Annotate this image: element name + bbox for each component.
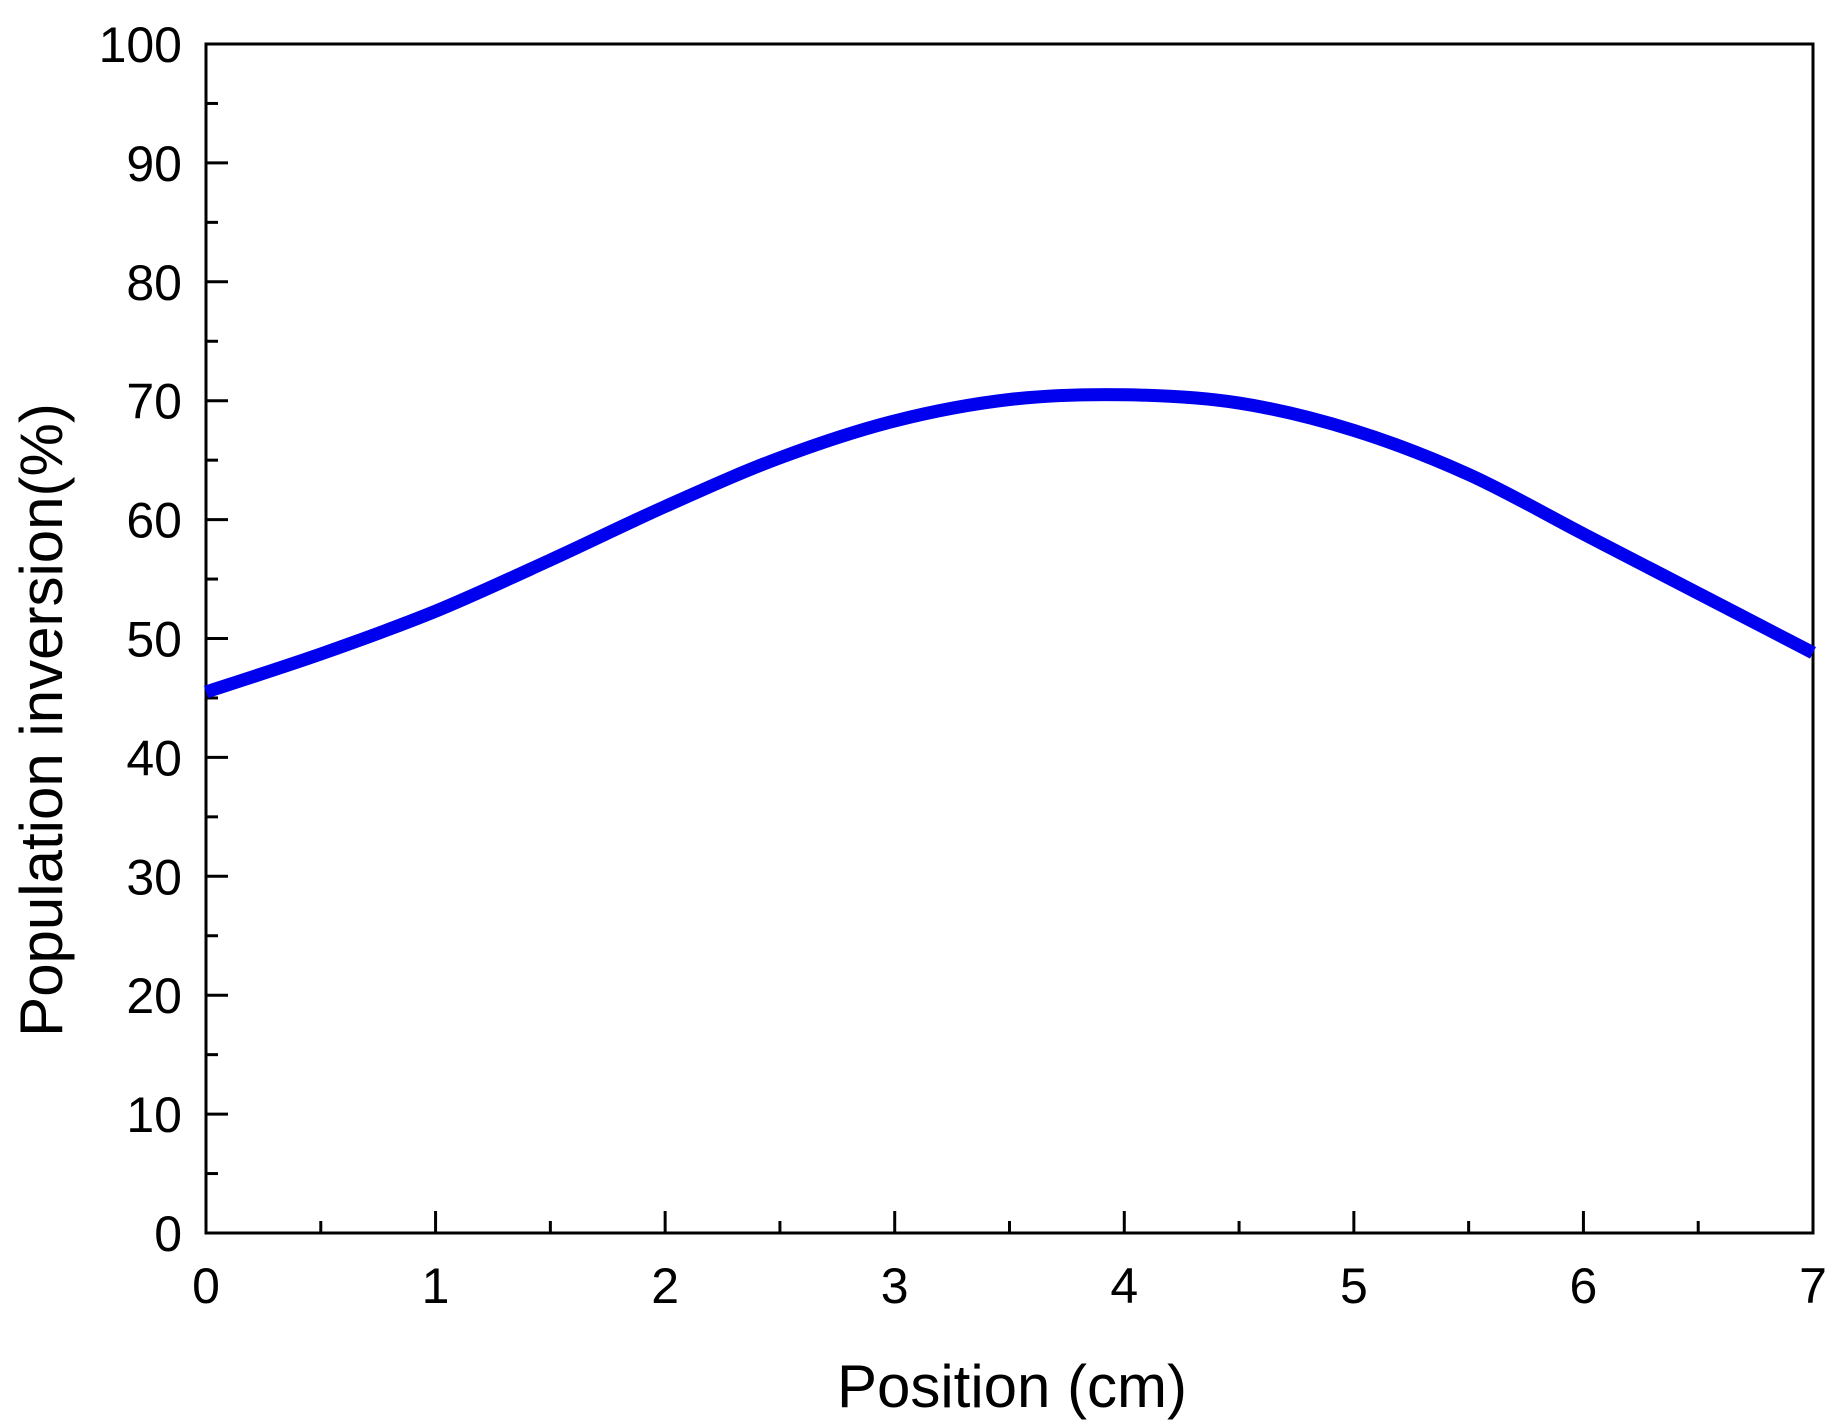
x-tick-label: 6	[1570, 1258, 1598, 1314]
y-tick-label: 0	[154, 1206, 182, 1262]
plot-frame	[204, 42, 1815, 1235]
x-axis-title: Position (cm)	[837, 1353, 1187, 1420]
y-tick-label: 20	[126, 968, 182, 1024]
x-tick-label: 5	[1340, 1258, 1368, 1314]
y-tick-label: 90	[126, 136, 182, 192]
x-tick-label: 3	[881, 1258, 909, 1314]
x-tick-label: 4	[1110, 1258, 1138, 1314]
y-axis-title: Population inversion(%)	[8, 403, 75, 1037]
x-tick-label: 1	[422, 1258, 450, 1314]
y-tick-label: 70	[126, 374, 182, 430]
y-tick-label: 40	[126, 730, 182, 786]
x-tick-label: 2	[651, 1258, 679, 1314]
y-tick-label: 30	[126, 849, 182, 905]
x-tick-label: 7	[1799, 1258, 1827, 1314]
y-tick-label: 50	[126, 612, 182, 668]
x-tick-label: 0	[192, 1258, 220, 1314]
y-tick-label: 60	[126, 493, 182, 549]
y-tick-label: 80	[126, 255, 182, 311]
series-line	[203, 388, 1816, 699]
y-tick-label: 10	[126, 1087, 182, 1143]
y-tick-label: 100	[99, 17, 182, 73]
